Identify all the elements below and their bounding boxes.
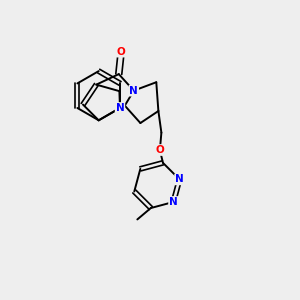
Text: N: N (129, 85, 138, 96)
Text: N: N (169, 197, 178, 207)
Text: O: O (117, 46, 126, 57)
Text: N: N (175, 174, 184, 184)
Text: O: O (155, 145, 164, 155)
Text: N: N (116, 103, 124, 113)
